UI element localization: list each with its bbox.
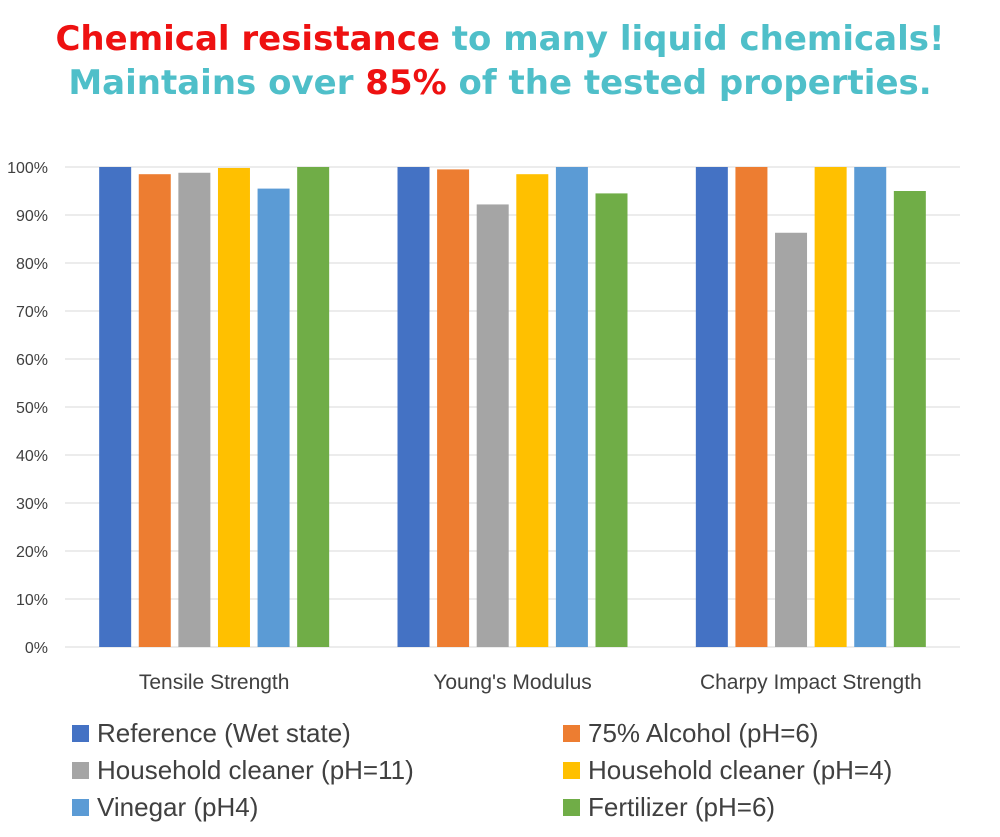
- headline-highlight-red: Chemical resistance: [55, 19, 440, 59]
- y-tick-label: 90%: [16, 208, 48, 225]
- bar: [735, 167, 768, 647]
- headline-text-teal: Maintains over: [68, 63, 366, 103]
- bar: [893, 191, 926, 647]
- x-category-label: Young's Modulus: [433, 671, 592, 694]
- legend-swatch: [563, 799, 580, 816]
- y-tick-label: 80%: [16, 256, 48, 273]
- legend-label: Fertilizer (pH=6): [588, 792, 776, 822]
- y-tick-label: 30%: [16, 496, 48, 513]
- bar: [555, 167, 588, 647]
- bar-chart: 0% 10% 20% 30% 40% 50% 60% 70% 80% 90% 100% Tensile…: [7, 160, 960, 694]
- legend-item: Fertilizer (pH=6): [563, 792, 775, 823]
- legend-label: 75% Alcohol (pH=6): [588, 718, 819, 748]
- legend-label: Household cleaner (pH=4): [588, 755, 893, 785]
- legend-item: Household cleaner (pH=4): [563, 755, 892, 786]
- legend-label: Household cleaner (pH=11): [97, 755, 414, 785]
- legend-swatch: [563, 725, 580, 742]
- y-tick-label: 100%: [7, 160, 48, 177]
- y-tick-label: 20%: [16, 544, 48, 561]
- bar: [99, 167, 132, 647]
- bar: [217, 167, 250, 647]
- bar: [854, 167, 887, 647]
- bar: [297, 167, 330, 647]
- legend-item: Household cleaner (pH=11): [72, 755, 414, 786]
- legend-swatch: [72, 725, 89, 742]
- y-tick-label: 50%: [16, 400, 48, 417]
- bar: [695, 167, 728, 647]
- headline-percentage-red: 85%: [365, 63, 447, 103]
- x-category-label: Tensile Strength: [139, 671, 290, 694]
- legend-swatch: [563, 762, 580, 779]
- y-tick-label: 10%: [16, 592, 48, 609]
- y-tick-label: 40%: [16, 448, 48, 465]
- bar: [437, 169, 470, 647]
- legend-item: 75% Alcohol (pH=6): [563, 718, 819, 749]
- legend-item: Reference (Wet state): [72, 718, 351, 749]
- bar: [138, 174, 171, 647]
- bar: [775, 232, 808, 647]
- headline-text-teal: of the tested properties.: [446, 63, 932, 103]
- bar: [595, 193, 628, 647]
- legend-label: Vinegar (pH4): [97, 792, 259, 822]
- bar: [397, 167, 430, 647]
- bar: [516, 174, 549, 647]
- bar: [814, 167, 847, 647]
- y-tick-label: 70%: [16, 304, 48, 321]
- y-tick-label: 60%: [16, 352, 48, 369]
- legend-swatch: [72, 762, 89, 779]
- bar: [257, 188, 290, 647]
- bar: [476, 204, 509, 647]
- legend-swatch: [72, 799, 89, 816]
- legend-label: Reference (Wet state): [97, 718, 351, 748]
- headline-line-2: Maintains over 85% of the tested propert…: [0, 66, 1000, 100]
- bar: [178, 172, 211, 647]
- headline-line-1: Chemical resistance to many liquid chemi…: [0, 22, 1000, 56]
- y-tick-label: 0%: [25, 640, 48, 657]
- legend-item: Vinegar (pH4): [72, 792, 258, 823]
- headline-text-teal: to many liquid chemicals!: [439, 19, 945, 59]
- x-category-label: Charpy Impact Strength: [700, 671, 922, 694]
